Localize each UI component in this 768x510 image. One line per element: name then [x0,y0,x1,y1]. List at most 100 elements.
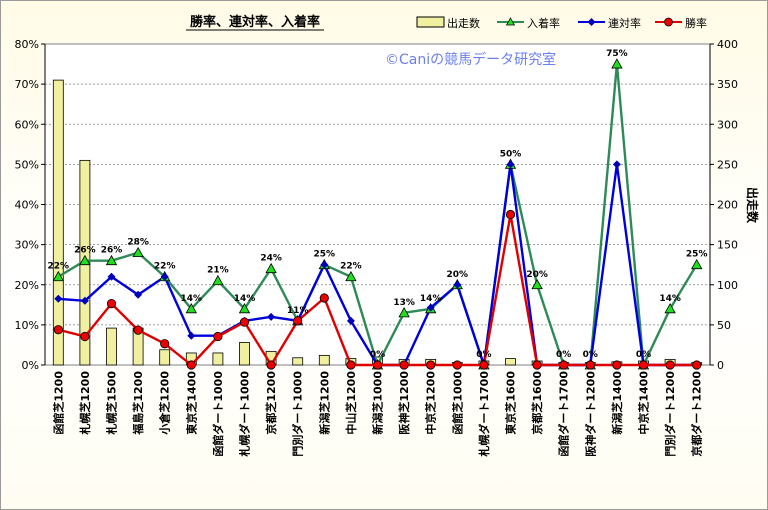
y-right-tick-label: 350 [717,78,738,91]
y-left-tick-label: 20% [15,279,39,292]
point-circle [505,209,516,220]
data-label: 0% [556,350,571,360]
gridlines [45,83,710,326]
point-triangle [531,278,543,290]
point-circle [319,293,329,303]
y-right-tick-label: 200 [717,199,738,212]
point-triangle [691,258,703,270]
data-label: 0% [583,350,598,360]
watermark: ©Caniの競馬データ研究室 [385,51,556,68]
y-left-tick-label: 40% [15,199,39,212]
point-circle [532,360,542,370]
legend-marker-place [505,17,516,26]
point-circle [559,360,569,370]
y-axis-right: 0 50 100 150 200 250 300 350 400 [709,38,738,372]
bar [106,327,117,366]
bar [505,358,516,366]
x-category-label: 中山芝1200 [344,371,358,435]
point-circle [426,360,436,370]
point-circle [399,360,409,370]
point-circle [346,360,356,370]
y-left-tick-label: 80% [15,38,39,51]
legend-label-starts: 出走数 [447,16,480,30]
data-label: 25% [314,250,336,260]
data-label: 20% [526,270,548,280]
y-right-tick-label: 0 [717,359,724,372]
x-category-label: 門別ダート1000 [291,371,305,457]
x-category-label: 東京芝1400 [184,371,198,435]
data-labels: 22% 26% 26% 28% 22% 14% 21% 14% 24% 11% 25% 22% 0% 13… [48,49,708,360]
point-diamond [134,290,143,299]
point-triangle [611,58,623,69]
y-right-tick-label: 150 [717,239,738,252]
x-category-label: 小倉芝1200 [158,371,172,436]
data-label: 14% [181,294,203,304]
data-label: 24% [260,254,282,264]
x-category-label: 函館芝1200 [51,371,65,435]
point-triangle [398,307,410,318]
data-label: 14% [234,294,256,304]
point-triangle [238,303,251,314]
data-label: 75% [606,49,628,59]
x-category-label: 新潟芝1000 [371,371,385,435]
x-category-label: 函館ダート1000 [211,371,225,457]
data-label: 25% [686,250,708,260]
data-label: 26% [74,246,96,256]
x-category-label: 阪神ダート1200 [583,371,597,457]
data-label: 0% [636,350,651,360]
x-category-label: 札幌芝1500 [105,371,119,436]
y-left-tick-label: 10% [15,319,39,332]
point-diamond [187,331,196,340]
point-circle [266,360,276,370]
point-circle [585,360,595,370]
x-category-label: 阪神芝1200 [397,371,411,435]
point-circle [213,331,223,342]
point-triangle [185,303,197,314]
y-left-tick-label: 50% [15,158,39,171]
data-label: 11% [287,306,309,316]
point-triangle [345,270,357,282]
point-diamond [54,294,63,303]
point-diamond [160,272,169,281]
point-circle [53,325,63,335]
y-right-title: 出走数 [745,187,760,224]
point-circle [106,299,117,309]
legend: 出走数 入着率 連対率 勝率 [416,16,707,30]
x-category-label: 福島芝1200 [131,371,145,436]
legend-label-place: 入着率 [527,16,560,30]
legend-marker-quinella [587,18,596,26]
legend-label-win: 勝率 [685,16,707,30]
x-category-label: 中京芝1200 [424,371,438,435]
chart-title: 勝率、連対率、入着率 [190,14,320,30]
point-triangle [105,254,118,266]
y-right-tick-label: 400 [717,38,738,51]
y-left-tick-label: 0% [22,359,39,372]
point-circle [452,360,462,370]
point-circle [612,360,622,370]
point-circle [186,360,196,370]
point-diamond [80,296,89,305]
data-label: 0% [476,350,491,360]
x-category-label: 新潟芝1200 [317,371,331,435]
bar [239,342,250,366]
data-label: 14% [420,294,442,304]
point-triangle [212,274,224,286]
point-circle [239,317,250,327]
point-diamond [267,312,276,321]
x-category-label: 京都芝1200 [264,371,278,435]
x-category-label: 京都ダート1200 [690,371,704,457]
data-label: 28% [127,238,149,248]
point-diamond [107,272,116,281]
bar [318,354,330,366]
x-category-label: 函館芝1000 [450,371,464,435]
data-label: 22% [154,262,176,272]
data-label: 26% [101,246,123,256]
point-triangle [79,254,91,266]
x-category-label: 東京芝1600 [504,371,518,435]
bar [159,349,171,366]
point-circle [638,360,649,370]
point-circle [692,360,702,370]
legend-marker-win [664,17,673,27]
data-label: 0% [370,350,385,360]
